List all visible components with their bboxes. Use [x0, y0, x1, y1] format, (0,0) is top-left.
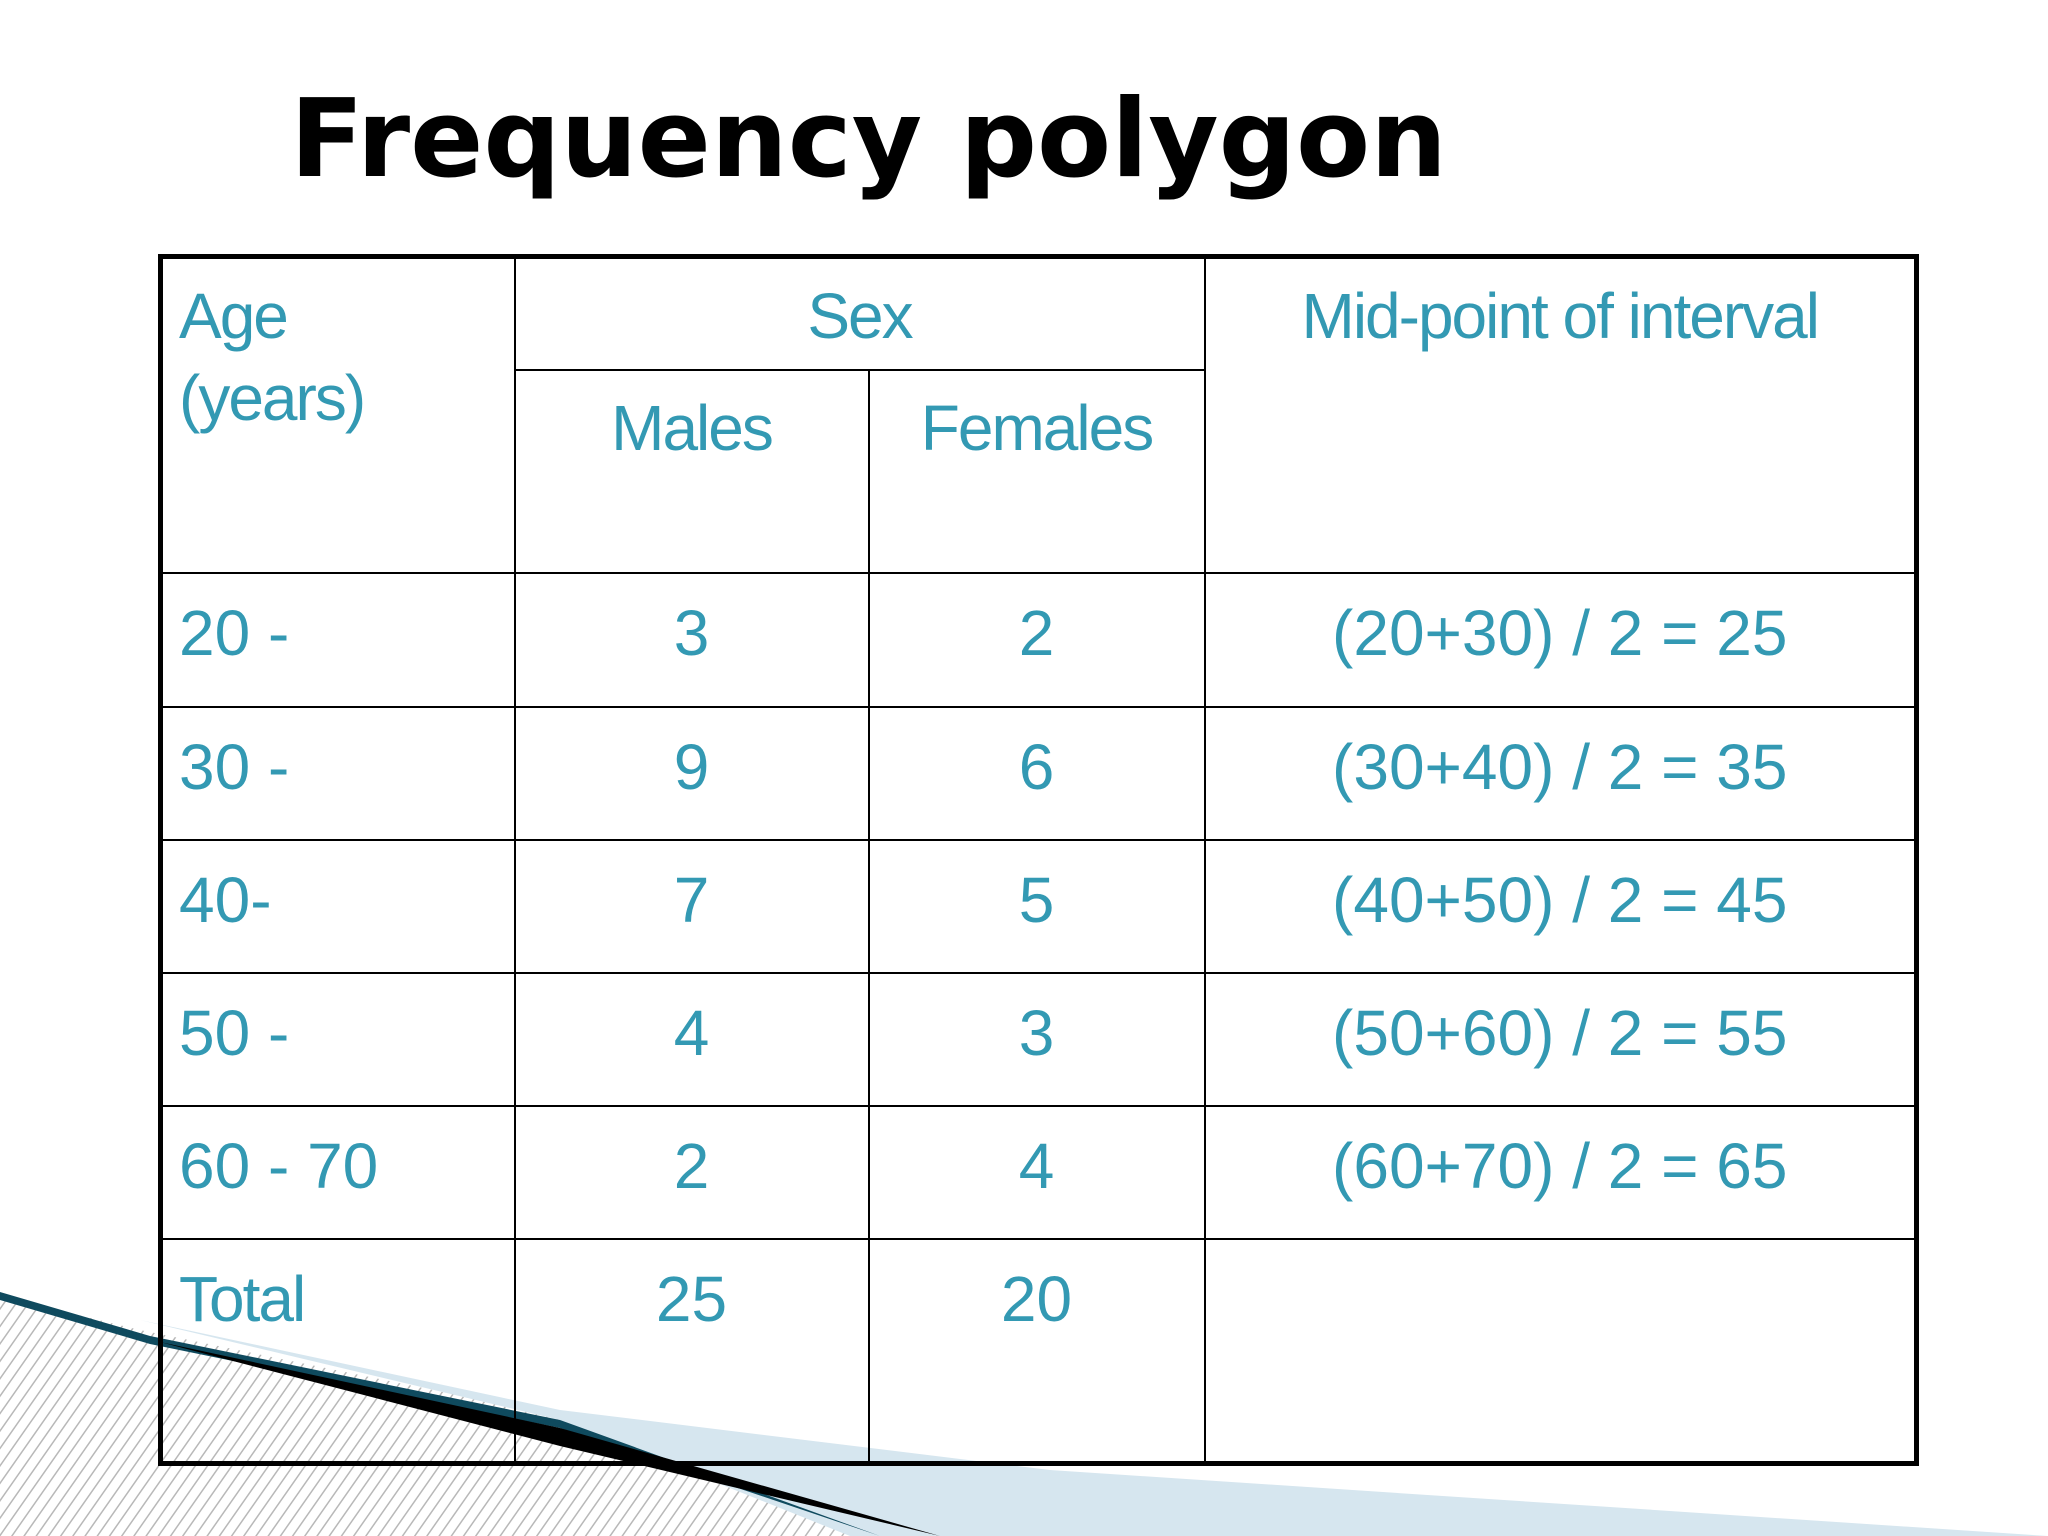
table-row: 30 - 9 6 (30+40) / 2 = 35 [159, 705, 1918, 841]
midpoint-cell: (20+30) / 2 = 25 [1203, 572, 1918, 708]
table-row: 50 - 4 3 (50+60) / 2 = 55 [159, 971, 1918, 1108]
midpoint-cell: (50+60) / 2 = 55 [1203, 971, 1918, 1108]
total-midpoint-cell [1203, 1238, 1918, 1465]
table-header-row: Age (years) Sex Mid-point of interval [159, 255, 1918, 575]
midpoint-column-header: Mid-point of interval [1203, 255, 1918, 575]
males-column-header: Males [513, 368, 870, 575]
males-cell: 3 [513, 572, 870, 708]
males-cell: 7 [513, 838, 870, 974]
total-females-cell: 20 [867, 1238, 1206, 1465]
frequency-table: Age (years) Sex Mid-point of interval Ma… [158, 254, 1919, 1466]
age-cell: 40- [159, 838, 516, 974]
age-cell: 50 - [159, 971, 516, 1108]
sex-column-header: Sex [513, 255, 1206, 371]
light-blue-swoosh [140, 1320, 2048, 1536]
slide-title: Frequency polygon [290, 77, 1448, 202]
males-cell: 2 [513, 1105, 870, 1241]
total-males-cell: 25 [513, 1238, 870, 1465]
table-row: 40- 7 5 (40+50) / 2 = 45 [159, 838, 1918, 974]
midpoint-cell: (40+50) / 2 = 45 [1203, 838, 1918, 974]
females-cell: 5 [867, 838, 1206, 974]
total-label: Total [159, 1238, 516, 1465]
females-cell: 3 [867, 971, 1206, 1108]
males-cell: 4 [513, 971, 870, 1108]
females-cell: 6 [867, 705, 1206, 841]
females-column-header: Females [867, 368, 1206, 575]
females-cell: 4 [867, 1105, 1206, 1241]
age-column-header: Age (years) [159, 255, 516, 575]
table-subheader-row: Males Females [161, 368, 1917, 575]
females-cell: 2 [867, 572, 1206, 708]
age-header-label: Age [179, 280, 289, 352]
age-unit-label: (years) [179, 362, 366, 434]
males-cell: 9 [513, 705, 870, 841]
age-cell: 60 - 70 [159, 1105, 516, 1241]
table-row: 60 - 70 2 4 (60+70) / 2 = 65 [159, 1105, 1918, 1241]
midpoint-cell: (60+70) / 2 = 65 [1203, 1105, 1918, 1241]
table-total-row: Total 25 20 [159, 1238, 1918, 1465]
age-cell: 20 - [159, 572, 516, 708]
midpoint-cell: (30+40) / 2 = 35 [1203, 705, 1918, 841]
age-cell: 30 - [159, 705, 516, 841]
table-row: 20 - 3 2 (20+30) / 2 = 25 [159, 572, 1918, 708]
